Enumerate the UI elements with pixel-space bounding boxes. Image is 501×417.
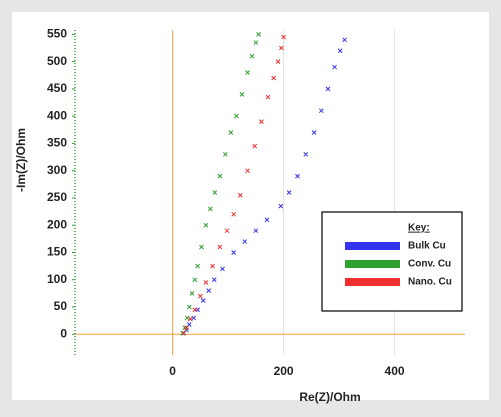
y-tick-label: 350 xyxy=(47,136,67,150)
data-point xyxy=(264,217,270,223)
data-point xyxy=(198,293,203,299)
data-point xyxy=(245,168,250,174)
y-axis-title: -Im(Z)/Ohm xyxy=(14,128,28,192)
data-point xyxy=(188,316,193,322)
data-point xyxy=(239,91,245,97)
y-tick-label: 250 xyxy=(47,190,67,204)
data-point xyxy=(192,277,198,283)
data-point xyxy=(256,32,261,37)
data-point xyxy=(271,75,276,81)
data-point xyxy=(220,266,225,272)
data-point xyxy=(325,86,331,92)
data-point xyxy=(182,325,188,331)
data-point xyxy=(231,211,237,217)
data-point xyxy=(259,119,264,124)
data-point xyxy=(253,228,259,234)
x-tick-label: 0 xyxy=(169,364,176,378)
y-tick-label: 150 xyxy=(47,245,67,259)
data-point xyxy=(184,315,190,321)
data-point xyxy=(278,203,284,209)
data-point xyxy=(295,173,300,179)
data-point xyxy=(234,113,239,119)
data-point xyxy=(342,37,347,43)
legend-swatch xyxy=(345,260,400,268)
data-point xyxy=(195,263,200,269)
legend-label: Nano. Cu xyxy=(408,277,452,288)
data-point xyxy=(211,277,217,283)
data-point xyxy=(184,325,189,331)
data-point xyxy=(222,151,228,157)
y-tick-label: 400 xyxy=(47,108,67,122)
data-point xyxy=(237,192,243,198)
data-point xyxy=(186,304,192,310)
data-point xyxy=(279,45,284,51)
data-point xyxy=(192,307,198,313)
legend-swatch xyxy=(345,278,400,286)
data-point xyxy=(191,315,197,321)
data-point xyxy=(203,280,209,285)
data-point xyxy=(231,250,237,255)
data-point xyxy=(253,40,259,45)
legend-swatch xyxy=(345,242,400,250)
data-point xyxy=(275,59,281,64)
data-point xyxy=(265,94,271,100)
x-tick-label: 400 xyxy=(385,364,405,378)
data-point xyxy=(286,190,292,195)
data-point xyxy=(206,288,212,294)
data-point xyxy=(203,222,209,228)
data-point xyxy=(281,34,286,40)
data-point xyxy=(217,173,223,179)
data-point xyxy=(210,263,215,269)
data-point xyxy=(337,48,343,54)
legend-title: Key: xyxy=(408,223,430,234)
legend-label: Conv. Cu xyxy=(408,259,451,270)
y-tick-label: 0 xyxy=(60,326,67,340)
data-point xyxy=(199,244,204,250)
data-point xyxy=(249,53,255,59)
data-point xyxy=(181,330,187,336)
y-tick-label: 450 xyxy=(47,81,67,95)
data-point xyxy=(228,130,234,135)
data-point xyxy=(217,244,223,250)
x-tick-label: 200 xyxy=(274,364,294,378)
data-point xyxy=(224,228,230,234)
data-point xyxy=(311,130,317,135)
data-point xyxy=(180,330,185,336)
y-tick-label: 550 xyxy=(47,27,67,41)
data-point xyxy=(245,70,250,75)
y-tick-label: 300 xyxy=(47,163,67,177)
data-point xyxy=(189,291,195,296)
legend-label: Bulk Cu xyxy=(408,241,446,252)
data-point xyxy=(252,143,258,149)
data-point xyxy=(303,151,309,157)
y-tick-label: 100 xyxy=(47,272,67,286)
y-tick-label: 500 xyxy=(47,54,67,68)
panel xyxy=(12,12,489,400)
data-point xyxy=(208,206,213,212)
data-point xyxy=(212,190,218,195)
data-point xyxy=(242,239,248,244)
y-tick-label: 200 xyxy=(47,217,67,231)
plot-area xyxy=(72,30,465,355)
data-point xyxy=(332,64,337,70)
data-point xyxy=(318,108,324,114)
y-tick-label: 50 xyxy=(54,299,68,313)
data-point xyxy=(200,298,206,303)
legend: Key: Bulk Cu Conv. Cu Nano. Cu xyxy=(321,211,463,312)
x-axis-title: Re(Z)/Ohm xyxy=(299,390,360,404)
